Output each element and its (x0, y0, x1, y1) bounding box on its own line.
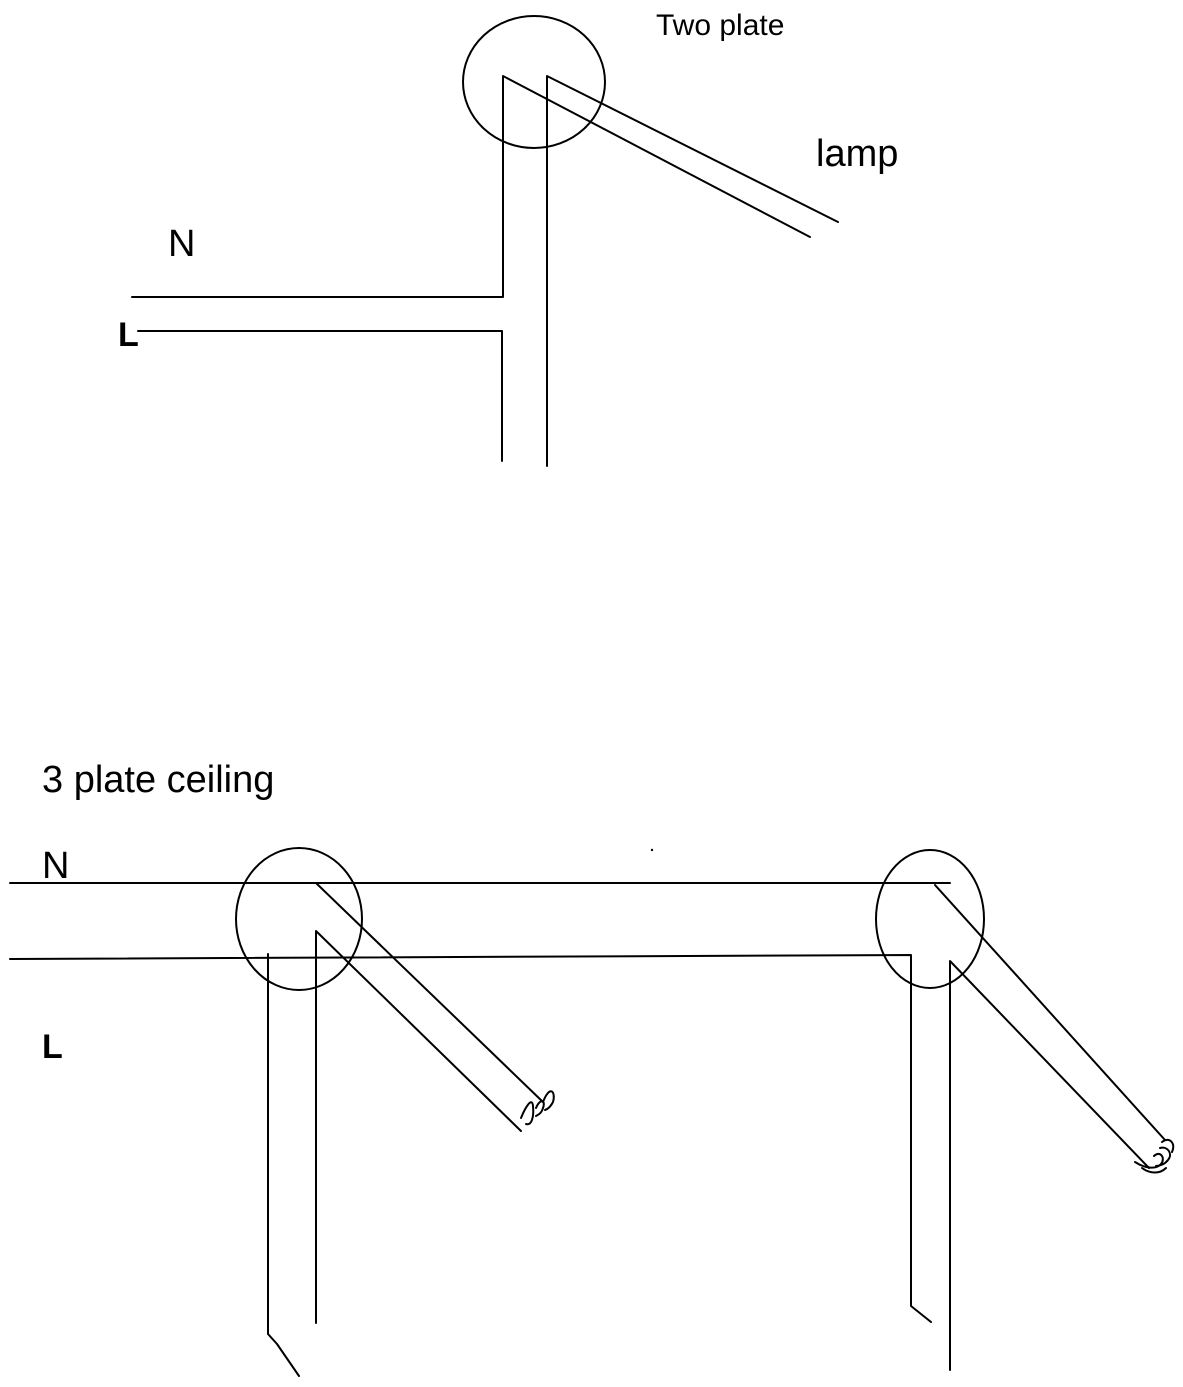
rose-1-lamp-neutral (315, 882, 544, 1103)
ceiling-rose-2 (875, 849, 985, 989)
three-plate-neutral-label: N (42, 845, 69, 887)
rose-2-lamp-holder (1134, 1138, 1175, 1174)
two-plate-neutral-label: N (168, 223, 195, 265)
rose-1-lamp-holder (520, 1090, 555, 1126)
two-plate-ceiling-rose (462, 15, 606, 149)
two-plate-diagram: Two plate lamp N L (118, 9, 898, 467)
two-plate-live-wire (137, 330, 503, 462)
rose-1-switch-drop (267, 953, 300, 1377)
rose-1-switch-return (315, 930, 522, 1324)
rose-2-switch-return (949, 960, 1150, 1371)
two-plate-lamp-label: lamp (816, 133, 898, 175)
three-plate-live-wire (9, 954, 932, 1323)
ceiling-rose-1 (235, 847, 363, 991)
stray-dot (650, 848, 654, 852)
three-plate-diagram: 3 plate ceiling N L (9, 759, 1175, 1377)
three-plate-live-label: L (42, 1028, 63, 1066)
two-plate-title: Two plate (656, 9, 784, 42)
two-plate-neutral-wire (131, 75, 811, 298)
two-plate-live-label: L (118, 316, 139, 354)
rose-2-lamp-neutral (934, 884, 1166, 1141)
three-plate-title: 3 plate ceiling (42, 759, 274, 801)
two-plate-switch-return-wire (546, 75, 839, 467)
